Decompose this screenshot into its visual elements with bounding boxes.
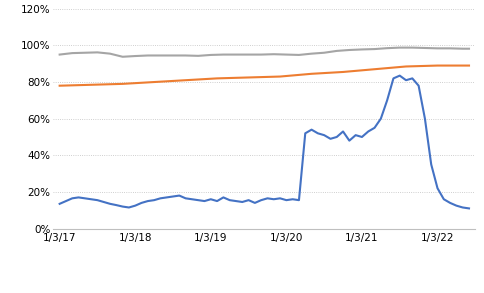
NZ xyxy=(57,84,62,87)
US xyxy=(245,53,251,56)
NZ xyxy=(151,80,157,84)
NZ xyxy=(88,83,94,86)
US xyxy=(208,53,213,57)
US xyxy=(270,52,276,56)
Australia xyxy=(157,197,163,200)
Line: NZ: NZ xyxy=(60,66,468,86)
NZ xyxy=(276,75,282,78)
US xyxy=(69,51,75,55)
US xyxy=(371,47,377,51)
NZ xyxy=(214,76,220,80)
US xyxy=(333,49,339,53)
US xyxy=(465,47,471,50)
US xyxy=(434,47,439,50)
US xyxy=(182,54,188,57)
Australia xyxy=(57,202,62,206)
US xyxy=(396,46,402,49)
US xyxy=(421,46,427,50)
US xyxy=(82,51,88,54)
NZ xyxy=(245,76,251,79)
US xyxy=(258,53,264,56)
US xyxy=(358,48,364,51)
US xyxy=(220,53,226,56)
US xyxy=(145,54,151,57)
US xyxy=(170,54,176,57)
Line: Australia: Australia xyxy=(60,76,468,208)
US xyxy=(283,53,288,56)
US xyxy=(446,47,452,50)
US xyxy=(57,53,62,56)
US xyxy=(107,52,113,55)
Australia xyxy=(396,74,402,77)
Australia xyxy=(88,197,94,201)
US xyxy=(132,54,138,58)
NZ xyxy=(339,70,345,74)
US xyxy=(346,48,351,52)
US xyxy=(157,54,163,57)
US xyxy=(308,52,314,55)
Australia xyxy=(182,197,188,200)
NZ xyxy=(434,64,439,67)
NZ xyxy=(402,65,408,68)
Australia xyxy=(377,117,383,120)
US xyxy=(320,51,326,54)
US xyxy=(383,46,389,50)
US xyxy=(233,53,239,56)
NZ xyxy=(120,82,125,86)
US xyxy=(295,53,301,57)
NZ xyxy=(371,67,377,71)
US xyxy=(195,54,201,58)
US xyxy=(120,55,125,59)
Line: US: US xyxy=(60,47,468,57)
Australia xyxy=(465,207,471,210)
NZ xyxy=(308,72,314,76)
NZ xyxy=(182,79,188,82)
US xyxy=(94,51,100,54)
Australia xyxy=(233,199,239,203)
Australia xyxy=(440,197,446,201)
NZ xyxy=(465,64,471,67)
US xyxy=(459,47,465,50)
US xyxy=(408,46,414,49)
